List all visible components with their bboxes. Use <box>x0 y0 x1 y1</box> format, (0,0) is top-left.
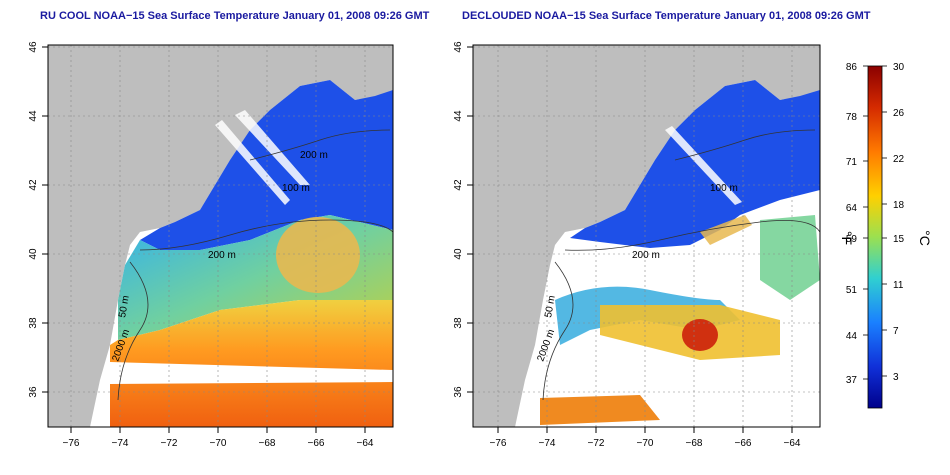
left-lat-label: 42 <box>28 179 39 191</box>
right-lat-label: 36 <box>453 386 464 398</box>
colorbar-celsius-labels: 30 26 22 18 15 11 7 3 <box>893 62 905 383</box>
colorbar-celsius-unit: °C <box>917 230 933 246</box>
right-map-border <box>472 44 821 428</box>
right-panel-title: DECLOUDED NOAA−15 Sea Surface Temperatur… <box>462 10 871 22</box>
left-land-mass <box>48 45 393 427</box>
right-grid <box>473 45 820 427</box>
left-lat-label: 44 <box>28 110 39 122</box>
right-ocean-warm-south <box>540 395 660 425</box>
right-cloud-streak <box>665 126 742 205</box>
colorbar-fahrenheit-unit: °F <box>839 231 855 245</box>
left-lon-label: −68 <box>259 438 276 449</box>
colorbar-ticks <box>863 65 887 380</box>
right-lon-label: −76 <box>490 438 507 449</box>
colorbar: 86 78 71 64 59 51 44 37 30 26 22 18 15 1… <box>839 62 933 409</box>
colorbar-f-label: 86 <box>846 62 858 73</box>
left-contour-label-3: 200 m <box>208 250 236 261</box>
left-warm-eddy <box>276 217 360 293</box>
left-bathymetry-contours <box>117 129 393 401</box>
colorbar-f-label: 78 <box>846 112 858 123</box>
colorbar-c-label: 11 <box>893 280 904 291</box>
left-lat-label: 36 <box>28 386 39 398</box>
colorbar-c-label: 22 <box>893 154 905 165</box>
right-lat-label: 46 <box>453 41 464 53</box>
left-swath-gap <box>110 362 393 384</box>
right-contour-label-1: 100 m <box>710 183 738 194</box>
left-lon-label: −64 <box>357 438 374 449</box>
right-land-nova-scotia <box>755 55 820 100</box>
colorbar-c-label: 3 <box>893 372 899 383</box>
colorbar-f-label: 51 <box>846 285 858 296</box>
right-lat-label: 42 <box>453 179 464 191</box>
right-ocean-mid-east <box>760 215 820 300</box>
right-lat-labels: 46 44 42 40 38 36 <box>453 41 464 398</box>
left-lon-labels: −76 −74 −72 −70 −68 −66 −64 <box>63 438 374 449</box>
colorbar-c-label: 30 <box>893 62 905 73</box>
right-lat-label: 44 <box>453 110 464 122</box>
right-lon-label: −74 <box>539 438 556 449</box>
left-contour-label-1: 200 m <box>300 150 328 161</box>
right-lat-label: 40 <box>453 248 464 260</box>
right-ocean-cold <box>570 80 820 248</box>
right-lon-label: −66 <box>735 438 752 449</box>
colorbar-fahrenheit-labels: 86 78 71 64 59 51 44 37 <box>846 62 858 386</box>
left-lon-label: −76 <box>63 438 80 449</box>
left-ocean-warm <box>110 300 393 427</box>
right-warm-core <box>682 319 718 351</box>
left-map-panel: 200 m 100 m 200 m 50 m 2000 m −76 −74 −7… <box>28 41 394 449</box>
right-axis-ticks <box>467 46 793 433</box>
right-bathymetry-contours <box>542 129 820 401</box>
left-lon-label: −66 <box>308 438 325 449</box>
colorbar-f-label: 71 <box>846 157 858 168</box>
left-land-nova-scotia <box>330 55 393 100</box>
left-panel-title: RU COOL NOAA−15 Sea Surface Temperature … <box>40 10 430 22</box>
left-lat-label: 38 <box>28 317 39 329</box>
right-lon-labels: −76 −74 −72 −70 −68 −66 −64 <box>490 438 801 449</box>
right-contour-label-2: 200 m <box>632 250 660 261</box>
colorbar-gradient <box>867 65 883 409</box>
right-lon-label: −68 <box>686 438 703 449</box>
colorbar-f-label: 59 <box>846 234 858 245</box>
right-eddy-edge <box>700 215 752 245</box>
colorbar-c-label: 15 <box>893 234 905 245</box>
left-ocean-cold <box>140 80 393 250</box>
colorbar-c-label: 18 <box>893 200 905 211</box>
left-lon-label: −72 <box>161 438 178 449</box>
left-grid <box>48 45 393 427</box>
colorbar-f-label: 64 <box>846 203 858 214</box>
right-map-panel: 100 m 200 m 50 m 2000 m −76 −74 −72 −70 … <box>453 41 821 449</box>
right-land-mass <box>473 45 820 427</box>
right-lon-label: −72 <box>588 438 605 449</box>
right-contour-label-3: 50 m <box>543 295 558 319</box>
colorbar-c-label: 26 <box>893 108 905 119</box>
left-lat-label: 46 <box>28 41 39 53</box>
left-lat-labels: 46 44 42 40 38 36 <box>28 41 39 398</box>
left-contour-label-2: 100 m <box>282 183 310 194</box>
left-lon-label: −70 <box>210 438 227 449</box>
colorbar-f-label: 37 <box>846 375 858 386</box>
right-lon-label: −64 <box>784 438 801 449</box>
right-lat-label: 38 <box>453 317 464 329</box>
right-lon-label: −70 <box>637 438 654 449</box>
left-contour-label-4: 50 m <box>117 295 132 319</box>
left-map-border <box>47 44 394 428</box>
left-lat-label: 40 <box>28 248 39 260</box>
colorbar-f-label: 44 <box>846 331 858 342</box>
left-axis-ticks <box>42 46 366 433</box>
colorbar-c-label: 7 <box>893 326 899 337</box>
left-lon-label: −74 <box>112 438 129 449</box>
